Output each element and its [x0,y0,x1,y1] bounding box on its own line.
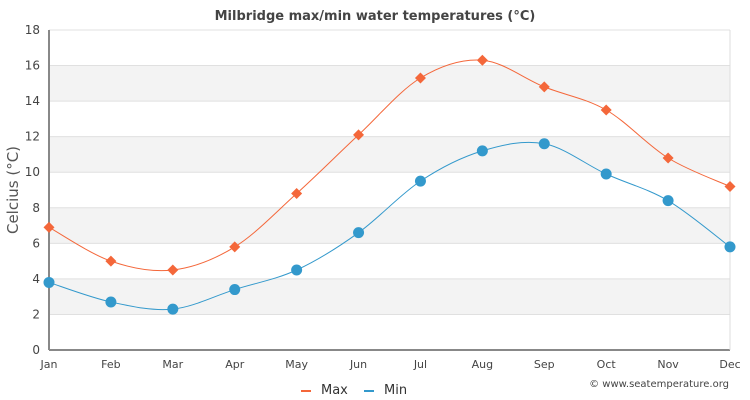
credit-text: © www.seatemperature.org [589,379,729,390]
x-tick-label: May [285,358,308,371]
data-point-min-oct[interactable] [600,168,612,180]
data-point-max-mar[interactable] [167,264,179,276]
legend-label: Min [384,383,407,398]
y-tick-label: 16 [25,59,40,73]
data-point-min-nov[interactable] [662,195,674,207]
data-point-min-jun[interactable] [353,227,365,239]
data-point-min-apr[interactable] [229,284,241,296]
data-point-min-jan[interactable] [43,276,55,288]
data-point-min-aug[interactable] [476,145,488,157]
gridlines [49,29,730,315]
x-tick-label: Oct [597,358,617,371]
x-tick-label: Sep [534,358,555,371]
x-axis-ticks: Jan Feb Mar Apr May Jun Jul Aug Sep Oct Nov Dec [40,358,741,371]
y-tick-label: 8 [32,201,40,215]
grid-band [49,278,730,315]
grid-band [49,65,730,102]
y-tick-label: 0 [32,343,40,357]
data-point-max-jun[interactable] [353,129,365,141]
x-tick-label: Jun [349,358,367,371]
data-point-min-dec[interactable] [724,241,736,253]
y-tick-label: 6 [32,236,40,250]
data-point-min-sep[interactable] [538,138,550,150]
data-point-max-may[interactable] [291,188,303,200]
x-tick-label: Jul [413,358,427,371]
data-point-min-may[interactable] [291,264,303,276]
y-tick-label: 14 [25,94,40,108]
data-point-max-sep[interactable] [538,81,550,93]
y-tick-label: 2 [32,307,40,321]
legend-label: Max [321,383,348,398]
y-tick-label: 18 [25,23,40,37]
legend-item-min[interactable]: Min [364,383,407,398]
x-tick-label: Apr [225,358,245,371]
data-point-min-jul[interactable] [414,175,426,187]
data-point-min-feb[interactable] [105,296,117,308]
y-axis-ticks: 0 2 4 6 8 10 12 14 16 18 [25,23,40,357]
y-tick-label: 4 [32,272,40,286]
legend-item-max[interactable]: Max [301,383,348,398]
data-point-max-apr[interactable] [229,241,241,253]
data-point-max-oct[interactable] [600,104,612,116]
series-group [43,54,736,315]
x-tick-label: Jan [40,358,58,371]
x-tick-label: Nov [657,358,679,371]
data-point-min-mar[interactable] [167,303,179,315]
grid-band [49,207,730,244]
data-point-max-feb[interactable] [105,255,117,267]
data-point-max-dec[interactable] [724,180,736,192]
x-tick-label: Feb [101,358,120,371]
x-tick-label: Dec [719,358,740,371]
data-point-max-jul[interactable] [414,72,426,84]
x-tick-label: Aug [472,358,493,371]
y-tick-label: 12 [25,130,40,144]
data-point-max-jan[interactable] [43,221,55,233]
chart-title: Milbridge max/min water temperatures (°C… [215,9,536,24]
y-tick-label: 10 [25,165,40,179]
grid-bands [49,65,730,315]
grid-band [49,136,730,173]
series-min [43,138,736,315]
series-max [43,54,736,276]
data-point-max-nov[interactable] [662,152,674,164]
data-point-max-aug[interactable] [476,54,488,66]
legend: Max Min [301,383,407,398]
y-axis-label: Celcius (°C) [4,146,22,234]
x-tick-label: Mar [162,358,183,371]
